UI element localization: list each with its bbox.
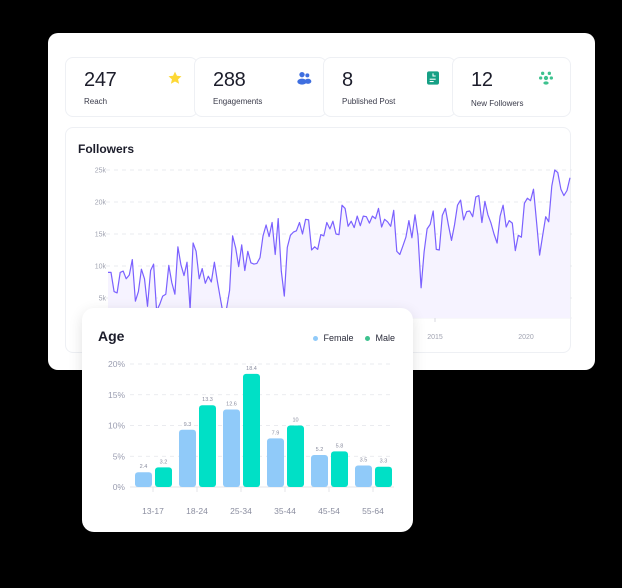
followers-chart-card: Followers 5k 10k 15k 20k 25k 2015 2020 <box>65 127 572 353</box>
bar-male <box>331 451 348 487</box>
bar-value-label: 3.5 <box>360 457 368 463</box>
bar-value-label: 5.2 <box>316 447 324 453</box>
age-chart-legend: Female Male <box>313 333 395 343</box>
legend-item-female[interactable]: Female <box>313 333 353 343</box>
stat-value: 12 <box>471 69 493 91</box>
x-tick-label: 2015 <box>427 334 443 341</box>
y-tick-label: 10k <box>95 264 107 271</box>
bar-male <box>155 467 172 487</box>
y-tick-label: 20k <box>95 200 107 207</box>
y-tick-label: 5k <box>99 296 107 303</box>
bar-female <box>135 472 152 487</box>
bar-value-label: 12.6 <box>226 402 237 408</box>
bar-value-label: 9.3 <box>184 422 192 428</box>
x-tick-label: 25-34 <box>230 506 252 516</box>
bar-value-label: 18.4 <box>246 366 257 372</box>
bar-female <box>355 465 372 487</box>
stat-label: New Followers <box>471 99 524 108</box>
bar-female <box>179 429 196 487</box>
age-bar-chart: 2.4 3.2 9.3 13.3 12.6 18.4 7.9 10 5.2 5.8 3.5 3.3 0… <box>108 359 394 516</box>
stat-label: Engagements <box>213 97 263 106</box>
bar-value-label: 13.3 <box>202 397 213 403</box>
y-tick-label: 15k <box>95 232 107 239</box>
stat-card-new-followers[interactable]: 12 New Followers <box>452 57 571 117</box>
legend-label: Female <box>323 333 354 343</box>
bar-female <box>267 438 284 487</box>
stat-label: Reach <box>84 97 108 106</box>
bar-female <box>223 409 240 487</box>
bar-value-label: 3.3 <box>380 459 388 465</box>
x-tick-label: 45-54 <box>318 506 340 516</box>
legend-label: Male <box>375 333 395 343</box>
bar-male <box>243 373 260 487</box>
stat-value: 288 <box>213 69 246 91</box>
bar-female <box>311 455 328 487</box>
bar-male <box>199 405 216 487</box>
y-tick-label: 10% <box>108 421 125 431</box>
male-dot-icon <box>365 335 371 341</box>
stat-value: 8 <box>342 69 353 91</box>
x-tick-label: 35-44 <box>274 506 296 516</box>
female-dot-icon <box>313 335 319 341</box>
x-tick-label: 13-17 <box>142 506 164 516</box>
bar-male <box>287 425 304 487</box>
stat-value: 247 <box>84 69 117 91</box>
y-tick-label: 20% <box>108 359 125 369</box>
y-tick-label: 0% <box>113 482 126 492</box>
star-icon <box>168 71 182 84</box>
x-tick-label: 18-24 <box>186 506 208 516</box>
bar-value-label: 10 <box>292 418 298 424</box>
y-tick-label: 15% <box>108 390 125 400</box>
follower-group-icon <box>539 71 553 85</box>
users-icon <box>297 72 312 85</box>
stat-card-reach[interactable]: 247 Reach <box>65 57 198 117</box>
bar-value-label: 5.8 <box>336 443 344 449</box>
y-tick-label: 25k <box>95 168 107 175</box>
followers-chart-title: Followers <box>78 142 135 156</box>
stat-card-published-post[interactable]: 8 Published Post <box>323 57 456 117</box>
stat-label: Published Post <box>342 97 396 106</box>
bar-male <box>375 466 392 487</box>
bar-value-label: 3.2 <box>160 459 168 465</box>
age-chart-title: Age <box>98 328 125 344</box>
bar-value-label: 2.4 <box>140 464 148 470</box>
y-tick-label: 5% <box>113 451 126 461</box>
bar-value-label: 7.9 <box>272 430 280 436</box>
legend-item-male[interactable]: Male <box>365 333 395 343</box>
x-tick-label: 2020 <box>518 334 534 341</box>
followers-line-chart: 5k 10k 15k 20k 25k 2015 2020 <box>95 168 572 341</box>
age-chart-card: Age Female Male 2.4 3.2 9.3 13.3 12.6 18.4 7.9… <box>82 308 413 532</box>
stat-card-engagements[interactable]: 288 Engagements <box>194 57 327 117</box>
x-tick-label: 55-64 <box>362 506 384 516</box>
document-icon <box>427 71 439 85</box>
